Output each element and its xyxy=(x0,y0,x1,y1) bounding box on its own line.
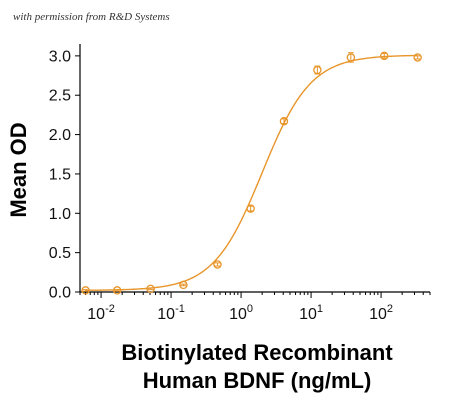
y-tick-label: 0.5 xyxy=(49,245,71,262)
data-point xyxy=(81,286,90,295)
data-point xyxy=(112,286,122,295)
y-axis-title: Mean OD xyxy=(6,122,31,217)
data-point xyxy=(213,260,222,269)
y-tick-label: 3.0 xyxy=(49,48,71,65)
x-axis-title-line1: Biotinylated Recombinant xyxy=(121,340,393,365)
data-point xyxy=(413,53,422,62)
data-point xyxy=(379,51,389,61)
y-tick-label: 1.5 xyxy=(49,166,71,183)
x-tick-label: 10-2 xyxy=(87,303,115,323)
x-tick-label: 100 xyxy=(229,303,253,323)
data-point xyxy=(246,204,255,213)
data-point xyxy=(346,53,356,62)
y-tick-label: 0.0 xyxy=(49,285,71,302)
data-points xyxy=(81,51,422,295)
x-axis-ticks: 10-2 10-1 100 101 102 xyxy=(79,292,431,323)
data-point xyxy=(313,65,322,75)
y-tick-label: 1.0 xyxy=(49,206,71,223)
x-axis-title-line2: Human BDNF (ng/mL) xyxy=(143,368,372,393)
axes xyxy=(79,44,430,293)
data-point xyxy=(146,284,155,294)
x-tick-label: 101 xyxy=(299,303,323,323)
watermark-text: with permission from R&D Systems xyxy=(13,11,170,23)
data-point xyxy=(279,116,289,126)
data-point xyxy=(179,280,188,290)
y-axis-ticks: 0.0 0.5 1.0 1.5 2.0 2.5 3.0 xyxy=(49,48,80,302)
fitted-curve xyxy=(85,54,418,291)
x-tick-label: 10-1 xyxy=(157,303,185,323)
y-tick-label: 2.0 xyxy=(49,127,71,144)
y-tick-label: 2.5 xyxy=(49,88,71,105)
x-tick-label: 102 xyxy=(369,303,393,323)
